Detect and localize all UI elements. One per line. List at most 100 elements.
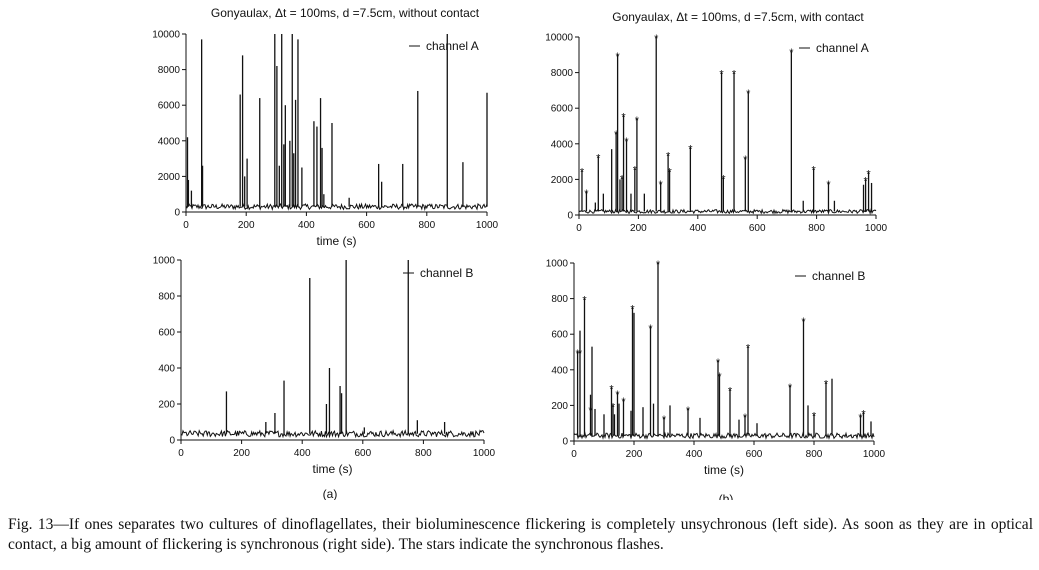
y-tick-label: 200 — [551, 401, 568, 412]
x-tick-label: 800 — [415, 448, 432, 459]
y-tick-label: 2000 — [551, 175, 574, 186]
sync-star-marker: * — [615, 389, 620, 401]
sync-star-marker: * — [635, 115, 640, 127]
sync-star-marker: * — [686, 405, 691, 417]
sync-star-marker: * — [667, 167, 672, 179]
sync-star-marker: * — [716, 357, 721, 369]
y-tick-label: 800 — [158, 292, 175, 303]
x-tick-label: 400 — [294, 448, 311, 459]
x-tick-label: 800 — [806, 449, 823, 460]
x-tick-label: 0 — [576, 223, 582, 234]
sync-star-marker: * — [596, 152, 601, 164]
sync-star-marker: * — [801, 316, 806, 328]
y-tick-label: 800 — [551, 294, 568, 305]
y-tick-label: 200 — [158, 400, 175, 411]
panel-b-channel-b: 0 200 400 600 800 1000 0 200 400 600 800 1000 time (… — [546, 259, 886, 478]
sync-star-marker: * — [719, 69, 724, 81]
y-tick-label: 4000 — [551, 139, 574, 150]
y-tick-label: 600 — [551, 330, 568, 341]
sync-star-marker: * — [743, 154, 748, 166]
baseline-trace — [180, 428, 485, 439]
sync-star-marker: * — [584, 188, 589, 200]
legend-a-channel-b: channel B — [420, 266, 473, 280]
sync-star-marker: * — [858, 412, 863, 424]
y-tick-label: 4000 — [158, 136, 181, 147]
sync-star-marker: * — [732, 69, 737, 81]
x-tick-label: 800 — [418, 220, 435, 231]
legend-b-channel-b: channel B — [812, 269, 865, 283]
x-tick-label: 1000 — [863, 449, 886, 460]
sync-star-marker: * — [582, 295, 587, 307]
x-tick-label: 1000 — [865, 223, 888, 234]
y-tick-label: 0 — [174, 208, 180, 219]
panel-b-channel-a: 0 200 400 600 800 10000200040006000800010000*… — [545, 33, 887, 235]
y-tick-label: 10000 — [545, 33, 573, 44]
sync-star-marker: * — [746, 343, 751, 355]
sync-star-marker: * — [789, 47, 794, 59]
panel-a-channel-a: 0 200 400 600 800 10000200040006000800010000t… — [152, 30, 498, 249]
sync-star-marker: * — [824, 378, 829, 390]
figure-caption: Fig. 13—If ones separates two cultures o… — [8, 516, 1033, 553]
y-tick-label: 400 — [551, 365, 568, 376]
y-tick-label: 8000 — [551, 68, 574, 79]
y-tick-label: 600 — [158, 328, 175, 339]
sync-star-marker: * — [630, 304, 635, 316]
y-tick-label: 0 — [567, 211, 573, 222]
x-tick-label: 0 — [178, 448, 184, 459]
sync-star-marker: * — [609, 384, 614, 396]
y-tick-label: 6000 — [158, 101, 181, 112]
x-tick-label: 0 — [183, 220, 189, 231]
sync-star-marker: * — [621, 111, 626, 123]
sync-star-marker: * — [688, 143, 693, 155]
sync-star-marker: * — [615, 51, 620, 63]
x-axis-label: time (s) — [313, 462, 353, 476]
x-tick-label: 400 — [298, 220, 315, 231]
x-tick-label: 1000 — [473, 448, 496, 459]
sync-star-marker: * — [717, 371, 722, 383]
sync-star-marker: * — [866, 168, 871, 180]
sync-star-marker: * — [575, 348, 580, 360]
x-tick-label: 400 — [689, 223, 706, 234]
sync-star-marker: * — [788, 382, 793, 394]
panel-a-channel-b: 0 200 400 600 800 1000 0 200 400 600 800 1000 time (… — [153, 256, 496, 477]
sync-star-marker: * — [620, 174, 625, 186]
sync-star-marker: * — [746, 88, 751, 100]
chart-title-a: Gonyaulax, Δt = 100ms, d =7.5cm, without… — [211, 6, 480, 20]
x-tick-label: 600 — [354, 448, 371, 459]
x-tick-label: 600 — [746, 449, 763, 460]
y-tick-label: 6000 — [551, 104, 574, 115]
sync-star-marker: * — [721, 174, 726, 186]
sublabel-a: (a) — [323, 487, 338, 500]
sync-star-marker: * — [654, 33, 659, 45]
y-tick-label: 1000 — [546, 259, 569, 270]
sync-star-marker: * — [861, 409, 866, 421]
sync-star-marker: * — [633, 165, 638, 177]
x-tick-label: 1000 — [476, 220, 499, 231]
y-tick-label: 10000 — [152, 30, 180, 41]
sync-star-marker: * — [588, 405, 593, 417]
sync-star-marker: * — [863, 175, 868, 187]
x-axis-label: time (s) — [317, 234, 357, 248]
figure-svg: Gonyaulax, Δt = 100ms, d =7.5cm, without… — [152, 6, 887, 500]
x-tick-label: 200 — [630, 223, 647, 234]
sync-star-marker: * — [811, 165, 816, 177]
x-tick-label: 0 — [571, 449, 577, 460]
y-tick-label: 0 — [169, 436, 175, 447]
y-tick-label: 2000 — [158, 172, 181, 183]
x-tick-label: 200 — [238, 220, 255, 231]
sync-star-marker: * — [621, 396, 626, 408]
x-tick-label: 400 — [686, 449, 703, 460]
sync-star-marker: * — [666, 150, 671, 162]
sync-star-marker: * — [728, 385, 733, 397]
chart-title-b: Gonyaulax, Δt = 100ms, d =7.5cm, with co… — [612, 10, 864, 24]
baseline-trace — [578, 208, 877, 216]
sync-star-marker: * — [611, 401, 616, 413]
x-tick-label: 200 — [233, 448, 250, 459]
y-tick-label: 0 — [562, 437, 568, 448]
x-tick-label: 600 — [358, 220, 375, 231]
sync-star-marker: * — [812, 410, 817, 422]
sync-star-marker: * — [826, 179, 831, 191]
sublabel-b: (b) — [719, 492, 734, 500]
baseline-trace — [185, 202, 488, 212]
x-tick-label: 800 — [808, 223, 825, 234]
